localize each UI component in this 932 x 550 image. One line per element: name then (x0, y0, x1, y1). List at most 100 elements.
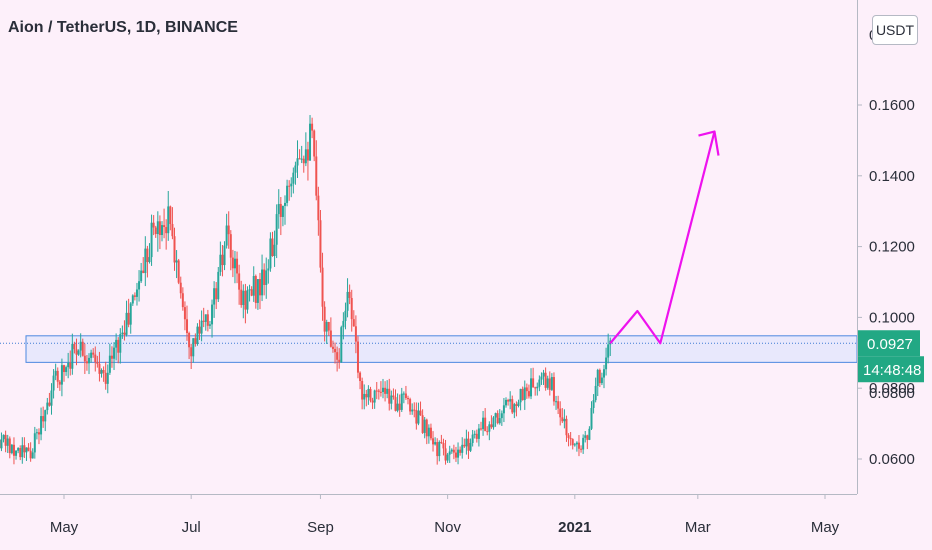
y-tick-label: 0.1600 (869, 97, 915, 114)
candle-up (584, 431, 587, 443)
candle-body (334, 348, 337, 353)
candle-body (392, 395, 395, 398)
candle-body (246, 290, 249, 310)
candle-body (580, 448, 583, 450)
candle-body (92, 352, 95, 355)
candle-body (281, 205, 284, 217)
candle-body (44, 410, 47, 422)
projection-arrowhead (698, 130, 720, 156)
candle-up (65, 365, 68, 376)
candle-body (544, 372, 547, 388)
candle-body (425, 419, 428, 437)
candle-body (196, 326, 199, 344)
candle-body (248, 289, 251, 291)
candle-up (344, 302, 347, 330)
candle-body (571, 439, 574, 446)
candle-body (37, 432, 40, 435)
candle-up (373, 389, 376, 409)
candle-body (40, 416, 43, 435)
candle-up (417, 402, 420, 426)
candle-body (315, 156, 318, 196)
candle-body (365, 393, 368, 398)
candle-down (369, 386, 372, 403)
candle-up (211, 299, 214, 338)
candle-body (138, 281, 141, 290)
candle-body (206, 314, 209, 326)
candle-body (58, 381, 61, 385)
candle-down (238, 264, 241, 305)
candle-up (346, 278, 349, 318)
candle-body (309, 123, 312, 161)
candle-down (586, 434, 589, 450)
candle-up (411, 403, 414, 415)
candle-body (588, 428, 591, 440)
candle-up (131, 294, 134, 306)
candle-up (204, 314, 207, 331)
candle-up (488, 421, 491, 441)
candle-up (536, 382, 539, 396)
candle-up (246, 286, 249, 314)
candle-body (388, 388, 391, 404)
candle-up (88, 353, 91, 375)
candle-down (496, 410, 499, 425)
candle-body (384, 387, 387, 394)
candle-up (108, 343, 111, 375)
candle-body (463, 444, 466, 447)
candle-body (88, 357, 91, 364)
candle-down (75, 338, 78, 366)
candle-up (121, 325, 124, 339)
candle-body (584, 435, 587, 438)
candle-up (602, 364, 605, 389)
candle-down (236, 251, 239, 284)
candle-body (586, 435, 589, 440)
candle-up (540, 372, 543, 385)
candle-body (140, 270, 143, 282)
candle-body (373, 390, 376, 403)
candle-body (484, 417, 487, 432)
candle-body (119, 334, 122, 353)
candle-body (400, 393, 403, 410)
candle-body (402, 393, 405, 395)
candle-body (156, 221, 159, 235)
candle-body (163, 225, 166, 228)
candle-body (81, 341, 84, 356)
candle-body (250, 289, 253, 296)
candle-up (225, 213, 228, 249)
support-zone[interactable] (25, 335, 858, 363)
candle-body (110, 355, 113, 359)
candle-body (438, 441, 441, 457)
candle-up (213, 281, 216, 318)
currency-button[interactable]: USDT (872, 15, 918, 45)
candle-up (248, 284, 251, 302)
candle-down (8, 436, 11, 459)
candle-body (444, 448, 447, 461)
candle-up (135, 282, 138, 306)
candle-down (388, 378, 391, 411)
candle-down (507, 398, 510, 406)
candle-up (555, 395, 558, 410)
candle-body (525, 387, 528, 392)
candle-body (117, 339, 120, 353)
candle-down (598, 368, 601, 388)
candle-body (73, 343, 76, 350)
candle-up (217, 266, 220, 303)
candle-body (440, 441, 443, 444)
y-tick-label: 0.1200 (869, 239, 915, 256)
candle-down (229, 230, 232, 271)
projection-path[interactable] (609, 131, 716, 345)
candle-down (454, 446, 457, 462)
candle-body (540, 376, 543, 380)
candle-up (277, 189, 280, 229)
candle-body (208, 324, 211, 326)
candle-up (446, 452, 449, 463)
candle-body (244, 290, 247, 310)
candle-body (429, 427, 432, 439)
candle-down (436, 438, 439, 465)
candle-up (386, 380, 389, 399)
candle-body (448, 451, 451, 455)
candle-down (356, 336, 359, 379)
candle-body (398, 403, 401, 410)
candle-body (596, 369, 599, 386)
